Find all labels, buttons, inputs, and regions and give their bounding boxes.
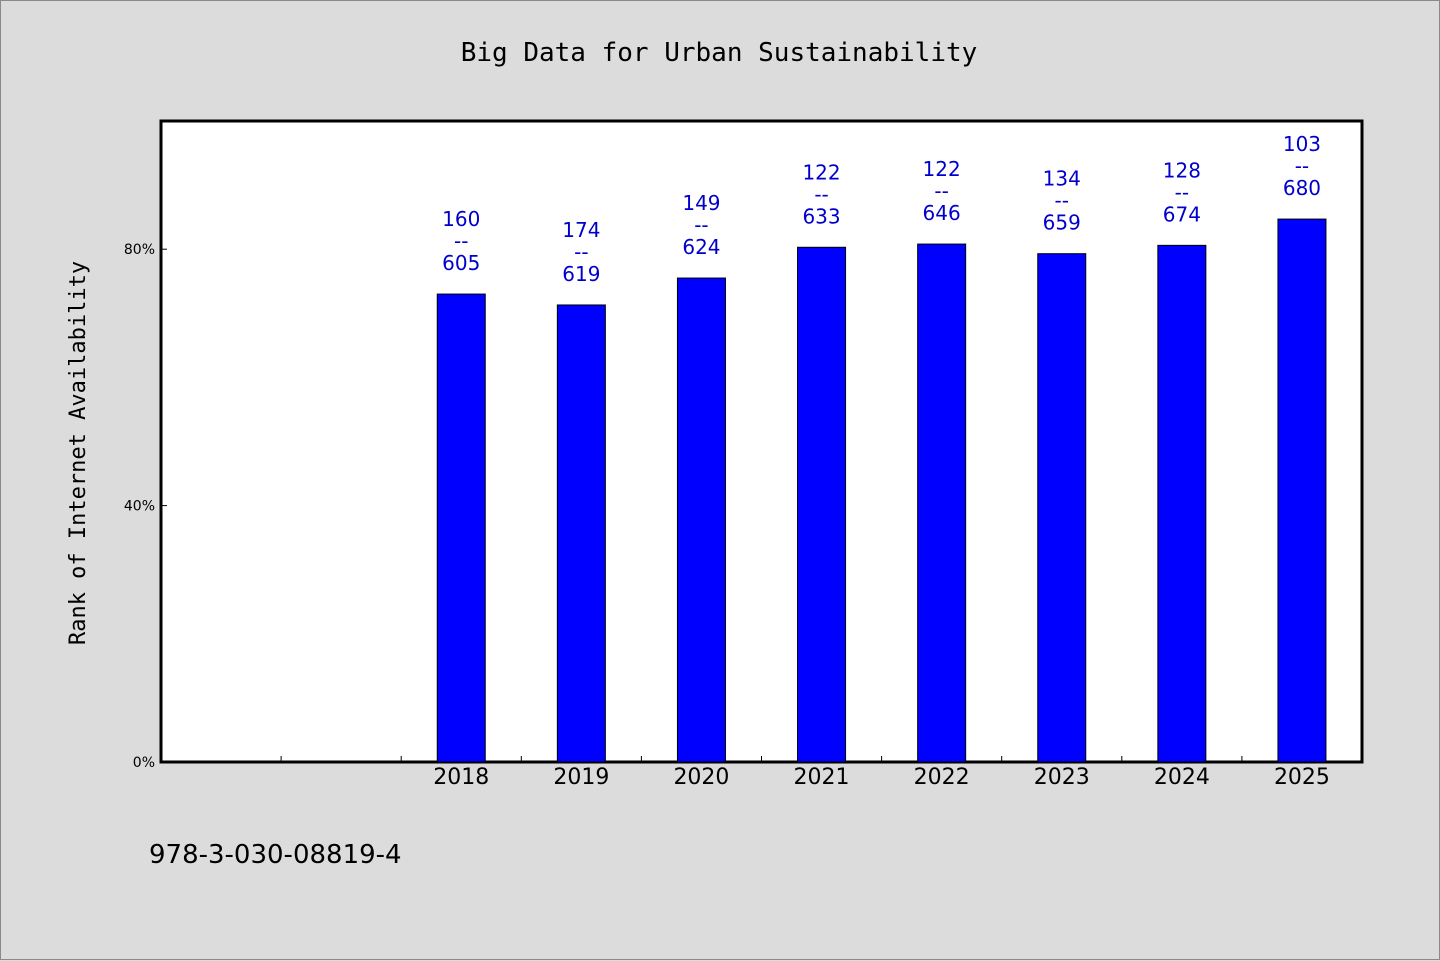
- bar-label-separator-2023: --: [1055, 189, 1069, 213]
- bar-label-top-2022: 122: [923, 157, 961, 181]
- bar-label-bottom-2020: 624: [682, 235, 720, 259]
- y-axis: 0% 40% 80%: [124, 242, 167, 771]
- bar-label-separator-2019: --: [574, 240, 588, 264]
- x-tick-label-2018: 2018: [433, 765, 489, 790]
- bar-label-bottom-2023: 659: [1043, 211, 1081, 235]
- y-tick-label: 40%: [124, 499, 155, 515]
- bar-label-separator-2025: --: [1295, 154, 1309, 178]
- x-tick-label-2025: 2025: [1274, 765, 1330, 790]
- x-tick-label-2020: 2020: [673, 765, 729, 790]
- bar-2021: [797, 246, 847, 763]
- chart-title: Big Data for Urban Sustainability: [461, 38, 978, 68]
- x-tick-label-2023: 2023: [1034, 765, 1090, 790]
- x-tick-label-2022: 2022: [914, 765, 970, 790]
- bar-2025: [1277, 218, 1327, 763]
- bar-label-top-2018: 160: [442, 207, 480, 231]
- bar-2023: [1037, 253, 1087, 763]
- bar-label-separator-2021: --: [814, 182, 828, 206]
- bar-label-bottom-2022: 646: [923, 201, 961, 225]
- bar-label-separator-2020: --: [694, 213, 708, 237]
- x-tick-label-2024: 2024: [1154, 765, 1210, 790]
- bar-2024: [1157, 244, 1207, 763]
- bar-label-bottom-2021: 633: [802, 204, 840, 228]
- y-tick-label: 80%: [124, 242, 155, 258]
- x-axis: 2018 2019 2020 2021 2022 2023 2024 2025: [280, 756, 1330, 790]
- bar-2019: [556, 304, 606, 763]
- bar-2020: [676, 277, 726, 763]
- bar-label-separator-2024: --: [1175, 180, 1189, 204]
- bar-label-top-2020: 149: [682, 191, 720, 215]
- bar-label-top-2019: 174: [562, 218, 600, 242]
- bars-group: [436, 218, 1327, 763]
- bar-label-top-2024: 128: [1163, 158, 1201, 182]
- x-tick-label-2019: 2019: [553, 765, 609, 790]
- y-axis-label: Rank of Internet Availability: [66, 261, 91, 645]
- isbn-footnote: 978-3-030-08819-4: [149, 840, 402, 870]
- bar-label-top-2021: 122: [802, 160, 840, 184]
- bar-label-separator-2018: --: [454, 229, 468, 253]
- x-tick-label-2021: 2021: [794, 765, 850, 790]
- bar-label-bottom-2025: 680: [1283, 176, 1321, 200]
- bar-label-top-2025: 103: [1283, 132, 1321, 156]
- bar-2022: [917, 243, 967, 763]
- bar-label-separator-2022: --: [934, 179, 948, 203]
- bar-label-bottom-2018: 605: [442, 251, 480, 275]
- y-tick-label: 0%: [133, 755, 155, 771]
- bar-label-top-2023: 134: [1043, 167, 1081, 191]
- bar-2018: [436, 293, 486, 763]
- data-labels-group: 160--605174--619149--624122--633122--646…: [442, 132, 1321, 286]
- bar-label-bottom-2019: 619: [562, 262, 600, 286]
- bar-label-bottom-2024: 674: [1163, 202, 1201, 226]
